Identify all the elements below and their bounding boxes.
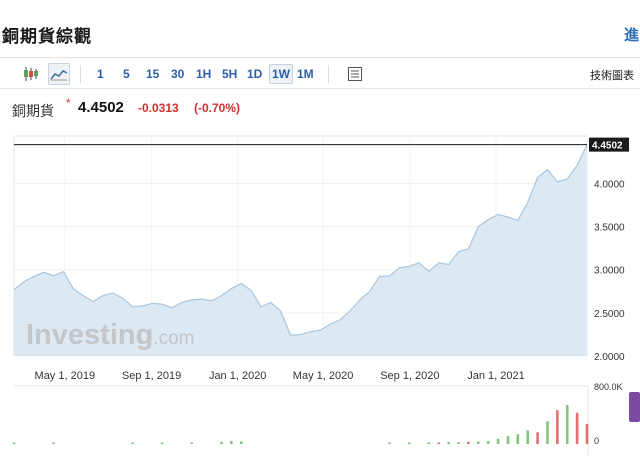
price-change: -0.0313 [138,101,179,115]
volume-bar [230,441,233,444]
timeframe-5h[interactable]: 5H [222,67,238,81]
y-tick-label: 2.5000 [594,309,625,320]
price-chart[interactable]: 2.0000 2.5000 3.0000 3.5000 4.0000 May 1, 201… [0,124,640,456]
title-bar: 銅期貨綜觀 進 [0,0,640,58]
page-title: 銅期貨綜觀 [2,27,92,47]
volume-bar [447,442,450,444]
timeframe-5[interactable]: 5 [123,67,130,81]
price-change-percent: (-0.70%) [194,101,241,115]
y-tick-label: 4.0000 [594,179,625,190]
volume-bar [160,442,164,444]
settings-tab [629,392,640,422]
last-price-tag [589,137,629,152]
last-price-tag-label: 4.4502 [592,141,623,152]
volume-bar [496,438,500,444]
area-chart-icon[interactable] [48,63,70,85]
volume-bar [388,442,391,444]
y-tick-label: 3.5000 [594,223,625,234]
timeframe-15[interactable]: 15 [146,67,160,81]
volume-max-label: 800.0K [594,382,623,392]
volume-bar [239,441,243,444]
volume-bar [565,405,569,444]
x-tick-label: May 1, 2019 [35,370,96,382]
last-price: 4.4502 [78,99,124,116]
table-icon[interactable] [344,63,366,85]
x-tick-label: Sep 1, 2020 [380,370,439,382]
x-tick-label: Jan 1, 2021 [467,370,525,382]
candlestick-icon[interactable] [20,63,42,85]
volume-bar [556,410,559,444]
y-tick-label: 2.0000 [594,352,625,363]
volume-bar [12,442,16,444]
toolbar-divider [80,65,81,83]
instrument-name: 銅期貨 [12,104,54,120]
timeframe-1h[interactable]: 1H [196,67,212,81]
volume-bar [575,412,579,444]
timeframe-30[interactable]: 30 [171,67,185,81]
investing-watermark: Investing.com [26,319,195,351]
volume-bar [546,421,549,444]
volume-bar [516,434,520,444]
volume-bar [467,441,470,444]
volume-bar [477,441,480,444]
volume-zero-label: 0 [594,436,599,446]
volume-bar [585,423,589,444]
timeframe-1d[interactable]: 1D [247,67,263,81]
price-area [14,144,587,356]
volume-bar [506,436,510,444]
volume-bar [536,432,539,444]
delayed-marker: * [66,96,71,110]
corner-link[interactable]: 進 [624,26,640,44]
toolbar-divider [328,65,329,83]
x-tick-label: Jan 1, 2020 [209,370,267,382]
volume-bar [220,441,223,444]
volume-bar [407,442,411,444]
price-line [13,144,588,336]
volume-bar [427,442,431,444]
volume-bar [131,442,134,444]
volume-bar [190,442,194,444]
volume-bar [437,442,441,444]
x-tick-label: Sep 1, 2019 [122,370,181,382]
timeframe-1[interactable]: 1 [97,67,104,81]
volume-bar [526,430,530,444]
timeframe-1m[interactable]: 1M [297,67,314,81]
chart-toolbar: 1 5 15 30 1H 5H 1D 1W 1M 技術圖表 [0,59,640,89]
volume-bar [457,442,460,444]
y-tick-label: 3.0000 [594,266,625,277]
x-tick-label: May 1, 2020 [293,370,354,382]
technical-chart-link[interactable]: 技術圖表 [590,69,634,82]
volume-bar [486,441,490,444]
timeframe-1w[interactable]: 1W [269,64,293,84]
volume-bar [52,442,55,444]
